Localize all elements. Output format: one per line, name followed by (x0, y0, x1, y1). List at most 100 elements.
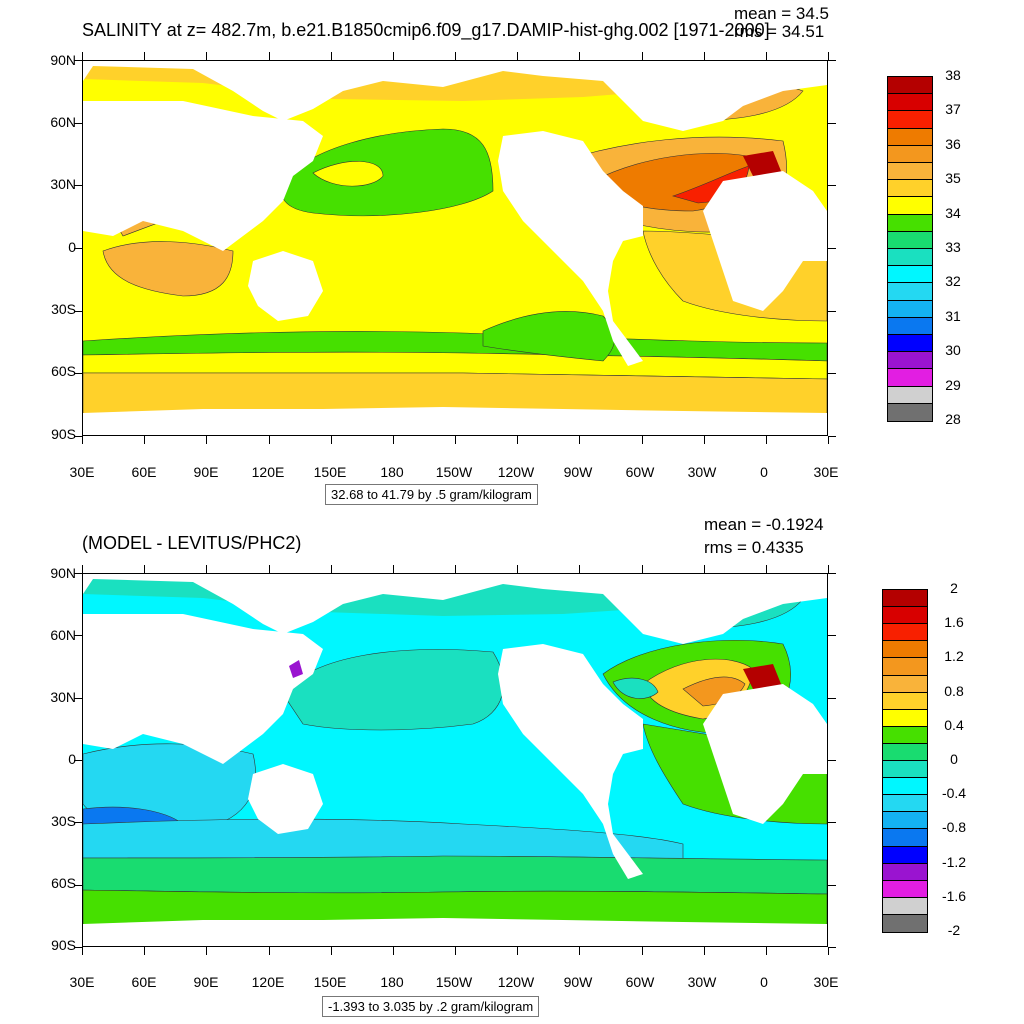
top-lon-label-30w: 30W (687, 464, 717, 480)
bottom-lon-label-60e: 60E (131, 974, 157, 990)
lat-tick (74, 60, 82, 61)
lat-tick (828, 310, 836, 312)
panel_bottom-colorbar-label: -0.4 (941, 785, 967, 802)
top-lat-label-60s: 60S (51, 363, 76, 379)
bottom-lon-label-30e: 30E (69, 974, 95, 990)
bottom-lat-label-60n: 60N (50, 627, 76, 643)
top-lat-label-90s: 90S (51, 426, 76, 442)
lon-tick (517, 565, 519, 573)
lon-tick (641, 52, 643, 60)
bottom-america-continent (498, 644, 643, 879)
top-lon-label-150w: 150W (435, 464, 473, 480)
panel_top-colorbar-label: 36 (945, 135, 961, 152)
panel_bottom-colorbar-label: -1.2 (941, 853, 967, 870)
panel_top-colorbar-label: 33 (945, 239, 961, 255)
lon-tick (703, 947, 705, 955)
top-lon-label-90e: 90E (193, 464, 219, 480)
lon-tick (703, 565, 705, 573)
bottom-north-landmass (83, 574, 827, 644)
bottom-lon-label-180: 180 (380, 974, 404, 990)
lon-tick (268, 565, 270, 573)
lon-tick (455, 947, 456, 955)
top-lon-label-150e: 150E (313, 464, 347, 480)
lat-tick (74, 373, 82, 375)
lat-tick (74, 822, 82, 824)
lon-tick (392, 52, 394, 60)
lat-tick (74, 436, 82, 437)
panel_bottom-colorbar-label: -2 (947, 922, 961, 938)
lon-tick (206, 52, 208, 60)
top-lon-label-0: 0 (760, 464, 768, 480)
lon-tick (455, 565, 456, 573)
lon-tick (206, 947, 208, 955)
top-salinity-map (82, 60, 828, 436)
top-lon-label-60w: 60W (625, 464, 655, 480)
panel_top-colorbar-label: 30 (945, 342, 961, 359)
lat-tick (828, 760, 836, 761)
bottom-map-field (83, 574, 827, 946)
lon-tick (765, 436, 767, 444)
top-lon-label-60e: 60E (131, 464, 157, 480)
lat-tick (74, 573, 82, 574)
bottom-japan-sea-low (289, 660, 303, 678)
panel_top-colorbar-box (887, 402, 933, 422)
top-colorbar: 38 37 36 35 34 33 32 31 30 29 28 (887, 67, 961, 427)
bottom-southern-green-band (83, 855, 827, 895)
bottom-lon-label-30e-right: 30E (813, 974, 839, 990)
top-map-field (83, 61, 827, 435)
bottom-lat-label-60s: 60S (51, 875, 76, 891)
bottom-lon-label-120e: 120E (251, 974, 285, 990)
lon-tick (82, 52, 83, 60)
lat-tick (74, 122, 82, 124)
lon-tick (144, 436, 146, 444)
bottom-africa-continent (703, 684, 827, 824)
top-north-landmass (83, 61, 827, 131)
lon-tick (517, 947, 519, 955)
lat-tick (828, 697, 836, 699)
lat-tick (828, 436, 836, 437)
top-lon-label-120w: 120W (497, 464, 535, 480)
lon-tick (330, 52, 332, 60)
lon-tick (641, 436, 643, 444)
lat-tick (828, 185, 836, 187)
lat-tick (828, 60, 836, 61)
top-lat-label-60n: 60N (50, 114, 76, 130)
lon-tick (82, 565, 83, 573)
top-lat-label-90n: 90N (50, 52, 76, 68)
lon-tick (579, 565, 581, 573)
top-antarctica-continent (83, 407, 827, 435)
top-america-continent (498, 131, 643, 366)
lat-tick (828, 947, 836, 948)
bottom-lat-label-30n: 30N (50, 689, 76, 705)
bottom-rms-text: rms = 0.4335 (704, 538, 804, 557)
lon-tick (828, 947, 829, 955)
lon-tick (144, 947, 146, 955)
lat-tick (74, 947, 82, 948)
lat-tick (74, 760, 82, 761)
lon-tick (144, 565, 146, 573)
top-africa-continent (703, 171, 827, 311)
panel_top-colorbar-label: 32 (945, 273, 961, 290)
lat-tick (74, 635, 82, 637)
lat-tick (828, 635, 836, 637)
lon-tick (579, 947, 581, 955)
bottom-lon-label-30w: 30W (687, 974, 717, 990)
panel_bottom-colorbar-label: 0.8 (944, 682, 964, 699)
lat-tick (828, 822, 836, 824)
lon-tick (330, 436, 332, 444)
lon-tick (392, 565, 394, 573)
lon-tick (641, 565, 643, 573)
lon-tick (392, 947, 394, 955)
lat-tick (828, 248, 836, 249)
top-lat-label-eq: 0 (68, 239, 76, 255)
lon-tick (330, 947, 332, 955)
bottom-lon-label-90w: 90W (563, 974, 593, 990)
bottom-difference-map (82, 573, 828, 947)
lon-tick (330, 565, 332, 573)
lon-tick (828, 565, 829, 573)
bottom-lon-label-150w: 150W (435, 974, 473, 990)
lon-tick (703, 52, 705, 60)
lat-tick (828, 573, 836, 574)
top-lon-label-120e: 120E (251, 464, 285, 480)
top-indian-ocean-field (102, 241, 234, 297)
